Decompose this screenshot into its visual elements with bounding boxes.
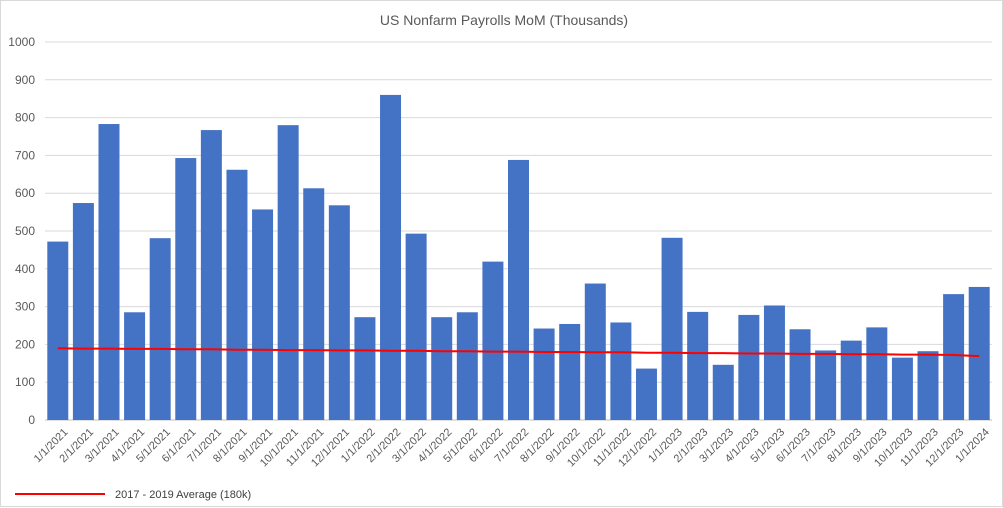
bar	[866, 327, 888, 420]
bar	[559, 323, 581, 420]
bar	[891, 357, 913, 420]
bar	[738, 314, 760, 420]
bar	[917, 351, 939, 420]
bar	[610, 322, 632, 420]
y-tick-label: 800	[15, 111, 35, 125]
bar	[763, 305, 785, 420]
legend: 2017 - 2019 Average (180k)	[15, 489, 251, 501]
y-tick-label: 900	[15, 73, 35, 87]
x-axis: 1/1/20212/1/20213/1/20214/1/20215/1/2021…	[32, 426, 992, 469]
bar	[226, 169, 248, 420]
bar	[712, 364, 734, 420]
average-line	[57, 347, 980, 358]
y-tick-label: 600	[15, 186, 35, 200]
y-tick-label: 200	[15, 337, 35, 351]
bar	[175, 158, 197, 420]
y-tick-label: 300	[15, 300, 35, 314]
bar	[405, 233, 427, 420]
bar	[508, 159, 529, 420]
y-tick-label: 0	[28, 413, 35, 427]
bar	[840, 340, 862, 420]
bar	[968, 286, 990, 420]
bar	[431, 317, 453, 420]
bar	[200, 130, 222, 420]
bar	[277, 125, 299, 420]
bar	[252, 209, 274, 420]
bar	[789, 329, 811, 420]
y-tick-label: 700	[15, 148, 35, 162]
bar	[98, 124, 120, 420]
bar	[303, 188, 325, 420]
bar	[328, 205, 350, 420]
legend-label: 2017 - 2019 Average (180k)	[115, 489, 251, 501]
bar	[380, 94, 402, 421]
bar	[943, 294, 965, 420]
y-tick-label: 500	[15, 224, 35, 238]
bar	[687, 311, 709, 420]
chart-title: US Nonfarm Payrolls MoM (Thousands)	[380, 12, 628, 28]
bar	[354, 317, 376, 420]
bar	[72, 203, 94, 420]
bar	[635, 368, 657, 420]
bar	[456, 312, 478, 420]
y-tick-label: 400	[15, 262, 35, 276]
bar	[149, 238, 171, 420]
y-tick-label: 100	[15, 375, 35, 389]
bar	[482, 261, 504, 420]
bar	[533, 328, 555, 420]
bar	[661, 237, 683, 420]
bar	[124, 312, 146, 420]
bar	[815, 350, 837, 420]
y-axis: 0 100 200 300 400 500 600 700 800 900 1000	[8, 35, 35, 427]
y-tick-label: 1000	[8, 35, 35, 49]
bar	[47, 241, 69, 420]
bar-series	[47, 94, 990, 421]
average-line-series	[57, 347, 980, 358]
